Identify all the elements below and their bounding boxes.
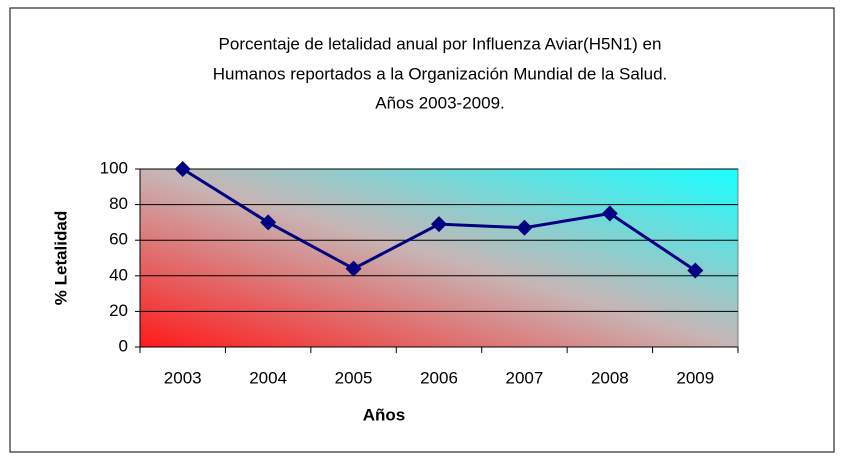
chart-title: Porcentaje de letalidad anual por Influe… xyxy=(219,34,662,53)
x-tick-label: 2009 xyxy=(676,368,714,387)
data-marker xyxy=(516,219,533,236)
data-marker xyxy=(431,216,447,233)
x-tick-label: 2004 xyxy=(249,368,287,387)
x-tick-label: 2005 xyxy=(335,368,373,387)
x-tick-label: 2006 xyxy=(420,368,458,387)
y-tick-label: 20 xyxy=(109,301,128,320)
data-marker xyxy=(345,260,362,277)
y-tick-label: 80 xyxy=(109,194,128,213)
y-tick-label: 0 xyxy=(119,336,128,355)
data-marker xyxy=(687,262,704,279)
y-tick-label: 100 xyxy=(100,158,128,177)
x-axis-label: Años xyxy=(363,405,406,424)
x-tick-label: 2007 xyxy=(506,368,544,387)
data-marker xyxy=(174,161,191,177)
chart-title: Años 2003-2009. xyxy=(375,93,505,112)
y-axis-label: % Letalidad xyxy=(51,211,70,305)
y-tick-label: 40 xyxy=(109,265,128,284)
chart-title: Humanos reportados a la Organización Mun… xyxy=(213,64,668,83)
data-marker xyxy=(260,214,277,231)
data-marker xyxy=(601,205,618,222)
plot-area xyxy=(139,168,739,348)
x-tick-label: 2003 xyxy=(164,368,202,387)
y-tick-label: 60 xyxy=(109,230,128,249)
x-tick-label: 2008 xyxy=(591,368,629,387)
